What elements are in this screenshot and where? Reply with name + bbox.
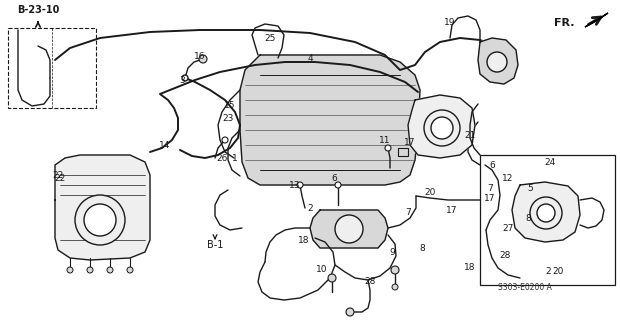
Text: 5: 5: [527, 183, 533, 193]
Text: 19: 19: [445, 18, 456, 27]
Text: 25: 25: [264, 34, 276, 43]
Circle shape: [182, 75, 188, 81]
Text: FR.: FR.: [554, 18, 575, 28]
Text: 21: 21: [464, 131, 476, 140]
Text: 15: 15: [224, 100, 236, 109]
Text: 28: 28: [365, 277, 376, 286]
Text: 22: 22: [55, 173, 66, 182]
Circle shape: [199, 55, 207, 63]
Bar: [398, 148, 408, 156]
Polygon shape: [408, 95, 475, 158]
Circle shape: [222, 137, 228, 143]
Text: 7: 7: [405, 207, 411, 217]
Circle shape: [87, 267, 93, 273]
Circle shape: [424, 110, 460, 146]
Circle shape: [127, 267, 133, 273]
Circle shape: [67, 267, 73, 273]
Text: 8: 8: [419, 244, 425, 252]
Circle shape: [335, 182, 341, 188]
Polygon shape: [240, 55, 420, 185]
Polygon shape: [585, 13, 608, 27]
Text: 26: 26: [216, 154, 228, 163]
Text: 6: 6: [489, 161, 495, 170]
Circle shape: [328, 274, 336, 282]
Text: 14: 14: [159, 140, 170, 149]
Text: 23: 23: [223, 114, 234, 123]
Text: 6: 6: [331, 173, 337, 182]
Circle shape: [84, 204, 116, 236]
Text: 20: 20: [552, 268, 564, 276]
Text: 4: 4: [307, 53, 313, 62]
Circle shape: [107, 267, 113, 273]
Text: S303-E0200 A: S303-E0200 A: [498, 284, 552, 292]
Text: 24: 24: [544, 157, 556, 166]
Circle shape: [75, 195, 125, 245]
Text: 18: 18: [464, 263, 476, 273]
Text: 20: 20: [424, 188, 436, 196]
Text: B-1: B-1: [207, 240, 223, 250]
Text: 7: 7: [487, 183, 493, 193]
Text: 10: 10: [316, 266, 328, 275]
Text: 8: 8: [525, 213, 531, 222]
Circle shape: [346, 308, 354, 316]
Circle shape: [431, 117, 453, 139]
Circle shape: [385, 145, 391, 151]
Polygon shape: [55, 155, 150, 260]
Text: 1: 1: [232, 154, 238, 163]
Bar: [480, 155, 615, 285]
Text: 17: 17: [404, 138, 416, 147]
Text: 13: 13: [290, 180, 301, 189]
Text: 18: 18: [298, 236, 310, 244]
Polygon shape: [512, 182, 580, 242]
Circle shape: [335, 215, 363, 243]
Text: 28: 28: [499, 251, 511, 260]
Circle shape: [392, 284, 398, 290]
Text: 3: 3: [179, 76, 185, 84]
Text: 17: 17: [446, 205, 458, 214]
Circle shape: [297, 182, 303, 188]
Text: 2: 2: [307, 204, 313, 212]
Circle shape: [487, 52, 507, 72]
Text: 12: 12: [502, 173, 514, 182]
Text: 27: 27: [502, 223, 514, 233]
Text: 11: 11: [379, 135, 391, 145]
Text: 22: 22: [52, 171, 64, 180]
Text: 16: 16: [194, 52, 206, 60]
Circle shape: [537, 204, 555, 222]
Polygon shape: [310, 210, 388, 248]
Bar: [8, 28, 96, 108]
Text: 2: 2: [545, 268, 551, 276]
Text: 9: 9: [389, 247, 395, 257]
Circle shape: [530, 197, 562, 229]
Circle shape: [391, 266, 399, 274]
Text: B-23-10: B-23-10: [17, 5, 59, 15]
Text: 17: 17: [484, 194, 496, 203]
Polygon shape: [478, 38, 518, 84]
